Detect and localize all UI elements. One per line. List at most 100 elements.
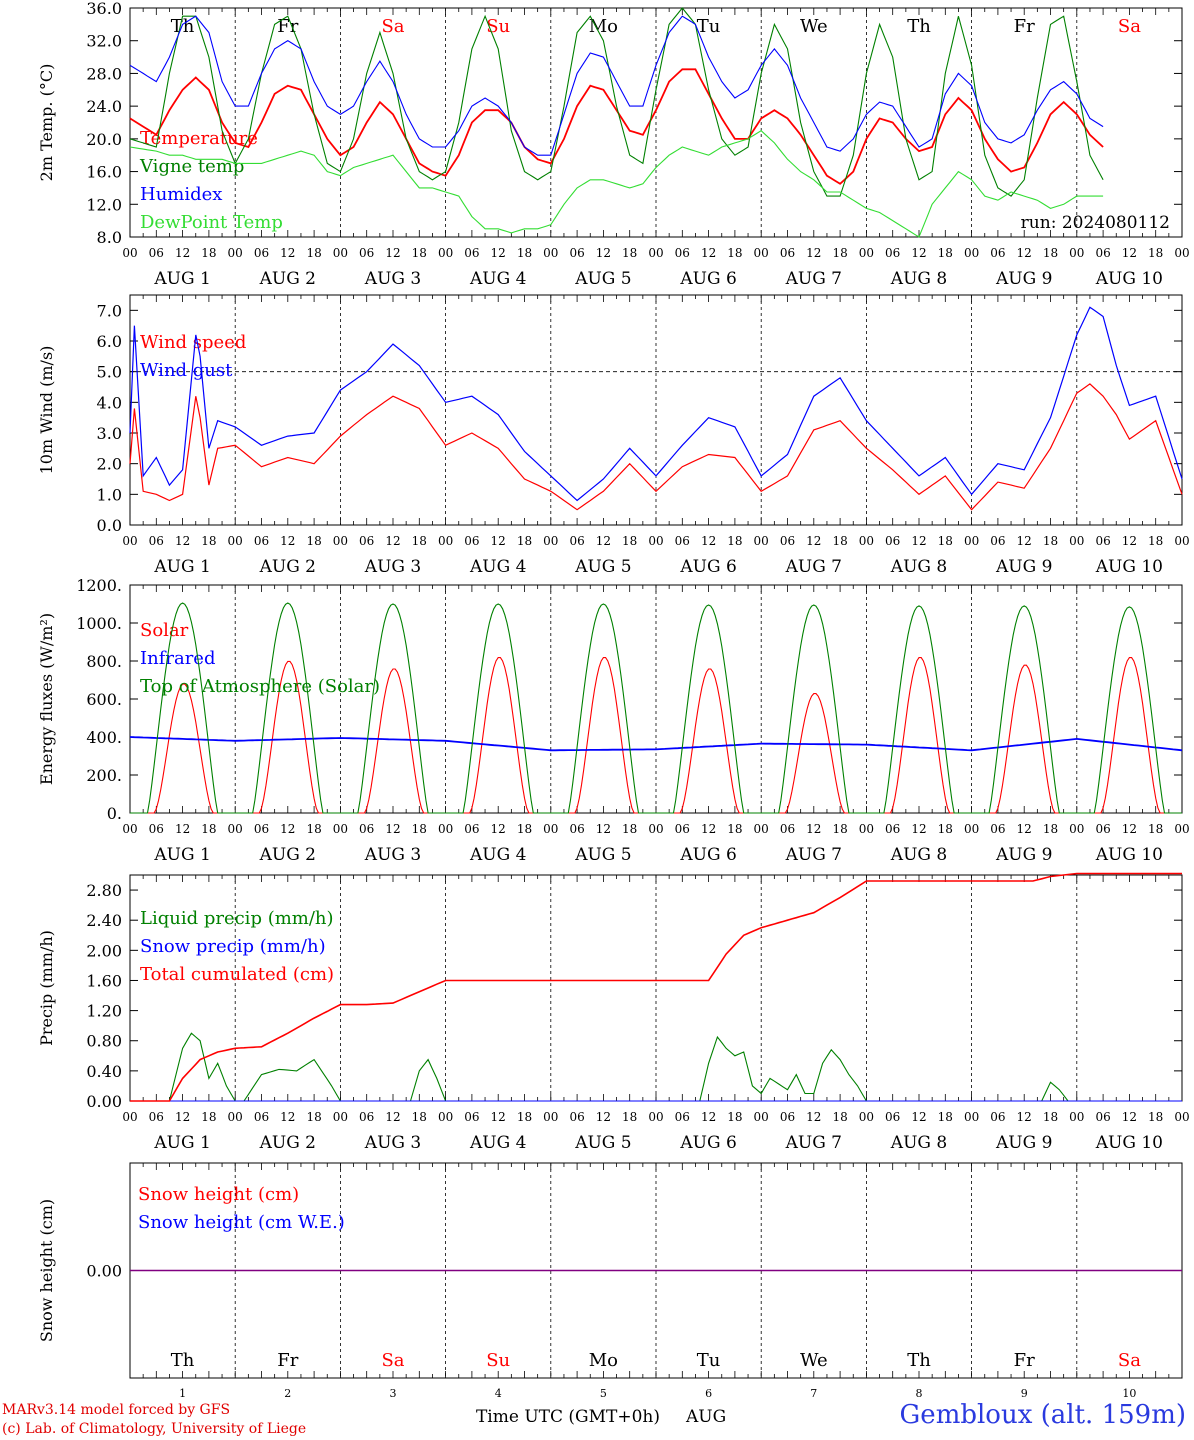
y-tick-label: 7.0 (97, 301, 122, 320)
legend-entry: Vigne temp (139, 156, 244, 177)
hour-tick-label: 12 (911, 534, 926, 548)
y-axis-label: Energy fluxes (W/m²) (37, 613, 56, 785)
y-tick-label: 1.20 (86, 1002, 122, 1021)
date-label: AUG 8 (890, 1133, 947, 1153)
y-tick-label: 2.40 (86, 911, 122, 930)
hour-tick-label: 18 (832, 534, 847, 548)
date-label: AUG 5 (574, 269, 631, 289)
hour-tick-label: 12 (491, 822, 506, 836)
legend-entry: Infrared (140, 648, 215, 669)
hour-tick-label: 06 (780, 246, 795, 260)
day-number: 7 (810, 1387, 817, 1400)
hour-tick-label: 18 (832, 822, 847, 836)
day-number: 8 (916, 1387, 923, 1400)
hour-tick-label: 06 (254, 1110, 269, 1124)
date-label: AUG 1 (153, 557, 210, 577)
hour-tick-label: 12 (385, 1110, 400, 1124)
date-label: AUG 10 (1095, 269, 1163, 289)
hour-tick-label: 00 (1174, 534, 1189, 548)
date-label: AUG 7 (785, 269, 842, 289)
date-label: AUG 2 (259, 269, 316, 289)
run-annotation: run: 2024080112 (1021, 213, 1170, 233)
hour-tick-label: 00 (1174, 1110, 1189, 1124)
hour-tick-label: 00 (1069, 246, 1084, 260)
hour-tick-label: 18 (622, 534, 637, 548)
hour-tick-label: 12 (491, 1110, 506, 1124)
hour-tick-label: 18 (727, 534, 742, 548)
hour-tick-label: 12 (1017, 534, 1032, 548)
y-tick-label: 2.0 (97, 455, 122, 474)
date-label: AUG 1 (153, 845, 210, 865)
day-number: 3 (390, 1387, 397, 1400)
series-line-top-of-atmosphere-solar- (130, 602, 1182, 814)
hour-tick-label: 18 (938, 1110, 953, 1124)
hour-tick-label: 12 (1017, 822, 1032, 836)
y-tick-label: 5.0 (97, 363, 122, 382)
hour-tick-label: 06 (675, 1110, 690, 1124)
y-tick-label: 6.0 (97, 332, 122, 351)
hour-tick-label: 00 (543, 822, 558, 836)
y-tick-label: 0. (107, 804, 122, 823)
day-number: 4 (495, 1387, 502, 1400)
hour-tick-label: 18 (201, 1110, 216, 1124)
date-label: AUG 6 (679, 557, 736, 577)
hour-tick-label: 06 (359, 534, 374, 548)
hour-tick-label: 12 (1122, 1110, 1137, 1124)
hour-tick-label: 12 (596, 822, 611, 836)
hour-tick-label: 00 (964, 534, 979, 548)
hour-tick-label: 18 (622, 1110, 637, 1124)
hour-tick-label: 00 (438, 1110, 453, 1124)
weekday-label: Th (907, 1350, 931, 1371)
hour-tick-label: 18 (306, 246, 321, 260)
hour-tick-label: 18 (412, 246, 427, 260)
hour-tick-label: 18 (412, 1110, 427, 1124)
hour-tick-label: 06 (569, 534, 584, 548)
hour-tick-label: 18 (1148, 534, 1163, 548)
hour-tick-label: 12 (701, 1110, 716, 1124)
hour-tick-label: 00 (1174, 246, 1189, 260)
hour-tick-label: 06 (149, 822, 164, 836)
hour-tick-label: 18 (517, 534, 532, 548)
y-tick-label: 600. (86, 690, 122, 709)
hour-tick-label: 00 (964, 246, 979, 260)
y-tick-label: 800. (86, 652, 122, 671)
y-axis-label: Precip (mm/h) (37, 930, 56, 1046)
y-axis-label: Snow height (cm) (37, 1199, 56, 1342)
hour-tick-label: 12 (701, 534, 716, 548)
hour-tick-label: 18 (832, 1110, 847, 1124)
hour-tick-label: 06 (464, 822, 479, 836)
hour-tick-label: 06 (990, 534, 1005, 548)
hour-tick-label: 00 (122, 822, 137, 836)
date-label: AUG 8 (890, 269, 947, 289)
weekday-label: Tu (697, 16, 721, 37)
hour-tick-label: 00 (1174, 822, 1189, 836)
weekday-label: We (800, 16, 828, 37)
hour-tick-label: 00 (228, 246, 243, 260)
y-tick-label: 2.00 (86, 941, 122, 960)
hour-tick-label: 00 (543, 246, 558, 260)
hour-tick-label: 00 (438, 822, 453, 836)
y-tick-label: 1.60 (86, 971, 122, 990)
hour-tick-label: 12 (491, 246, 506, 260)
date-label: AUG 8 (890, 845, 947, 865)
date-label: AUG 9 (995, 845, 1052, 865)
hour-tick-label: 18 (1148, 822, 1163, 836)
y-tick-label: 36.0 (86, 0, 122, 18)
hour-tick-label: 06 (885, 534, 900, 548)
hour-tick-label: 06 (464, 1110, 479, 1124)
hour-tick-label: 18 (517, 1110, 532, 1124)
hour-tick-label: 18 (306, 1110, 321, 1124)
hour-tick-label: 00 (333, 246, 348, 260)
hour-tick-label: 12 (1122, 246, 1137, 260)
date-label: AUG 3 (364, 269, 421, 289)
hour-tick-label: 00 (122, 534, 137, 548)
hour-tick-label: 18 (1043, 534, 1058, 548)
hour-tick-label: 18 (517, 822, 532, 836)
hour-tick-label: 12 (385, 246, 400, 260)
date-label: AUG 10 (1095, 845, 1163, 865)
date-label: AUG 4 (469, 269, 526, 289)
hour-tick-label: 12 (175, 822, 190, 836)
hour-tick-label: 06 (359, 1110, 374, 1124)
series-line-total-cumulated-cm- (130, 872, 1182, 1102)
